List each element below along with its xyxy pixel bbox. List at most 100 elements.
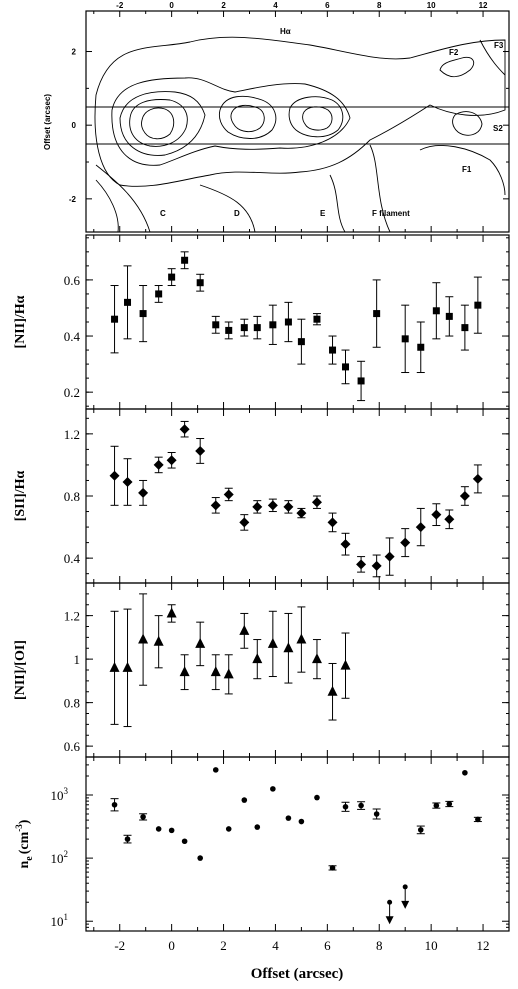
data-point-diamond [444,514,455,525]
data-point-triangle [327,685,338,696]
y-tick-label: 1.2 [64,609,80,624]
data-point-square [297,338,305,346]
data-point-square [284,318,292,326]
nii-oi-marks: 0.6 0.8 1 1.2 [64,583,510,758]
down-arrow-icon [401,900,410,909]
halpha-contour-panel: -2 0 2 4 6 8 10 12 2 0 -2 Hα Offset (arcsec) C [43,1,510,233]
data-point-triangle [179,666,190,677]
nii-oi-ylabel: [NII]/[OI] [13,640,28,700]
data-point-diamond [195,445,206,456]
top-y-tick-label: 2 [72,48,77,57]
data-point-circle [285,815,292,821]
data-point-circle [197,855,203,861]
data-point-diamond [327,517,338,528]
top-x-tick-label: 2 [221,1,226,10]
data-point-square [373,310,381,318]
data-point-square [212,321,220,329]
data-point-diamond [252,501,263,512]
data-point-diamond [296,508,307,519]
y-tick-label: 0.6 [64,739,81,754]
data-point-square [357,377,365,385]
x-axis-tick-labels: -2 0 2 4 6 8 10 12 [114,938,489,953]
nii-halpha-panel: 0.2 0.4 0.6 [NII]/Hα [13,234,510,410]
y-tick-label: 0.8 [64,489,80,504]
data-point-circle [254,824,261,830]
data-point-diamond [166,455,177,466]
data-point-triangle [283,642,294,653]
data-point-diamond [431,509,442,520]
data-point-square [329,346,337,354]
region-label-f2: F2 [449,48,459,57]
top-x-tick-label: 10 [427,1,436,10]
data-point-diamond [223,489,234,500]
data-point-circle [270,786,276,792]
data-point-diamond [109,470,120,481]
data-point-square [225,326,233,334]
data-point-triangle [223,668,234,679]
region-label-f-filament: F filament [372,209,410,218]
top-x-tick-label: -2 [116,1,124,10]
data-point-triangle [267,637,278,648]
data-point-circle [373,811,380,817]
data-point-square [111,315,119,323]
data-point-diamond [356,559,367,570]
data-point-triangle [252,653,263,664]
down-arrow-icon [385,916,394,925]
data-point-circle [462,769,468,776]
nii-oi-frame [85,582,510,758]
data-point-triangle [340,659,351,670]
top-y-tick-label: 0 [72,121,77,130]
contour-lines [94,36,506,233]
y-tick-label: 0.4 [64,329,81,344]
data-point-diamond [153,459,164,470]
y-tick-label: 103 [51,786,69,803]
data-point-triangle [122,661,133,672]
y-tick-label: 102 [51,849,69,866]
data-point-triangle [311,653,322,664]
data-point-circle [225,826,232,832]
data-point-triangle [138,633,149,644]
data-point-triangle [166,607,177,618]
nii-halpha-marks: 0.2 0.4 0.6 [64,235,510,409]
region-label-d: D [234,209,240,218]
x-tick-label: 0 [168,938,175,953]
region-label-e: E [320,209,326,218]
data-point-diamond [267,500,278,511]
contour-ylabel: Offset (arcsec) [43,94,52,150]
sii-halpha-marks: 0.4 0.8 1.2 [64,409,510,583]
data-point-square [445,312,453,320]
data-point-circle [168,827,175,834]
y-tick-label: 1 [74,652,81,667]
top-x-tick-label: 0 [169,1,174,10]
top-y-tick-label: -2 [69,195,77,204]
data-point-square [155,290,163,298]
sii-halpha-ylabel: [SII]/Hα [13,471,28,522]
x-tick-label: -2 [114,938,125,953]
electron-density-ylabel: ne(cm-3) [14,819,35,868]
data-point-triangle [153,635,164,646]
x-tick-label: 4 [272,938,279,953]
sii-halpha-frame [85,408,510,584]
contour-panel-ticks: -2 0 2 4 6 8 10 12 2 0 -2 [69,1,510,232]
data-point-diamond [459,491,470,501]
nii-halpha-frame [85,234,510,410]
data-point-diamond [210,500,221,511]
data-point-circle [155,826,162,832]
data-point-diamond [138,487,149,498]
y-tick-label: 101 [51,912,69,929]
data-point-square [139,310,147,318]
data-point-circle [241,797,248,803]
region-label-f3: F3 [494,41,504,50]
data-point-square [181,256,189,264]
data-point-diamond [239,517,250,528]
data-point-square [474,301,482,309]
data-point-circle [181,838,188,845]
data-point-square [168,273,176,281]
nii-halpha-ylabel: [NII]/Hα [13,295,28,348]
data-point-circle [358,802,364,809]
data-point-square [124,298,132,306]
x-tick-label: 8 [376,938,383,953]
y-tick-label: 0.6 [64,273,81,288]
x-tick-label: 12 [477,938,490,953]
